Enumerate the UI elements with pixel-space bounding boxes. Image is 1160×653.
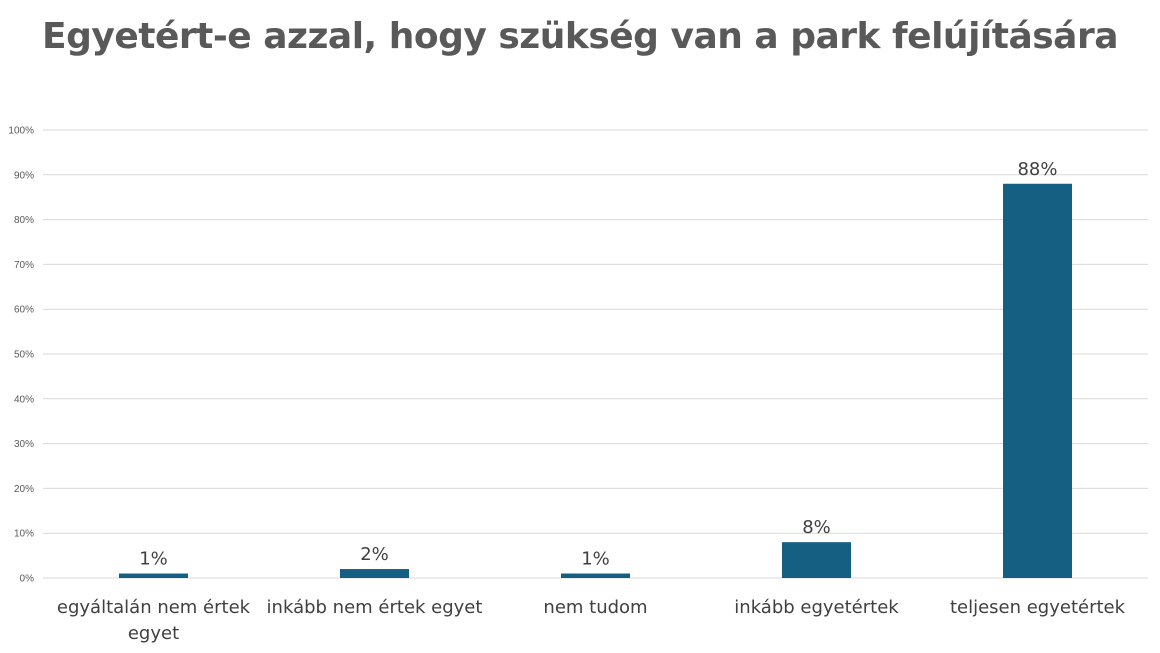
y-tick-label: 60% [14,305,34,316]
y-tick-label: 30% [14,439,34,450]
y-tick-label: 70% [14,260,34,271]
data-label: 1% [139,549,168,570]
category-label-line: egyáltalán nem értek [57,597,251,618]
data-label: 8% [802,517,831,538]
category-label-line: teljesen egyetértek [950,597,1126,618]
y-tick-label: 20% [14,484,34,495]
category-label-line: nem tudom [543,597,647,618]
category-label-line: egyet [128,623,179,644]
category-label: teljesen egyetértek [950,597,1126,618]
y-tick-label: 80% [14,215,34,226]
y-tick-label: 10% [14,529,34,540]
category-label: inkább nem értek egyet [267,597,483,618]
chart-title: Egyetért-e azzal, hogy szükség van a par… [41,16,1119,57]
bar [340,569,409,578]
bar [119,573,188,578]
y-tick-label: 40% [14,394,34,405]
y-tick-label: 90% [14,170,34,181]
category-label-line: inkább egyetértek [734,597,899,618]
y-tick-label: 50% [14,350,34,361]
data-label: 2% [360,544,389,565]
category-label: nem tudom [543,597,647,618]
y-tick-label: 100% [8,126,34,137]
bar [561,573,630,578]
data-label: 1% [581,549,610,570]
bar [782,542,851,578]
category-label: egyáltalán nem értek egyet [57,597,251,644]
category-label-line: inkább nem értek egyet [267,597,483,618]
data-label: 88% [1017,159,1057,180]
y-tick-label: 0% [20,574,35,585]
category-label: inkább egyetértek [734,597,899,618]
bar [1003,183,1072,578]
